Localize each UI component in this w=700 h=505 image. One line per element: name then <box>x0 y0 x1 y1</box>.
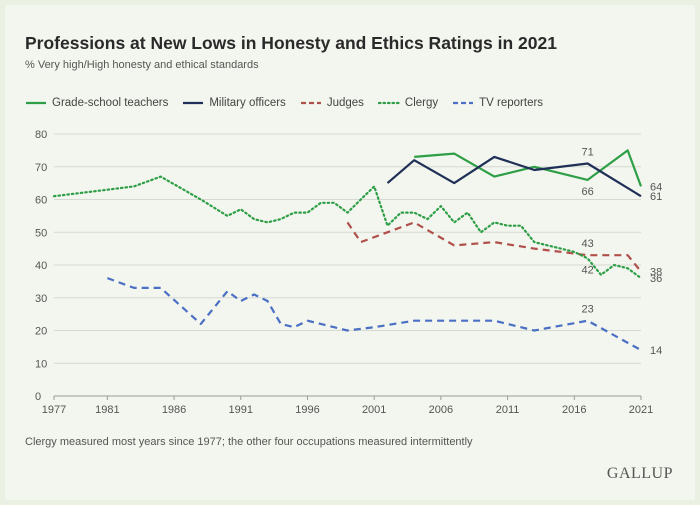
y-tick-label: 50 <box>35 227 47 239</box>
y-tick-label: 40 <box>35 260 47 272</box>
data-label-grade-school-teachers: 64 <box>650 181 662 193</box>
chart-footnote: Clergy measured most years since 1977; t… <box>25 436 473 448</box>
series-line-clergy <box>52 175 643 280</box>
series-line-grade-school-teachers <box>414 149 643 187</box>
chart-legend: Grade-school teachers Military officers Ju… <box>25 95 543 111</box>
chart-subtitle: % Very high/High honesty and ethical sta… <box>25 59 259 71</box>
y-tick-label: 70 <box>35 162 47 174</box>
y-tick-label: 0 <box>35 391 41 403</box>
line-chart: 0 10 20 30 40 50 60 70 80 1977 1981 1986 1991 1996 200… <box>35 129 662 416</box>
series-line-military-officers <box>386 155 642 198</box>
legend-label: Military officers <box>209 97 286 109</box>
x-tick-label: 1977 <box>42 404 66 416</box>
legend-item-clergy: Clergy <box>377 97 439 109</box>
legend-label: Clergy <box>404 97 439 109</box>
legend-label: TV reporters <box>479 97 544 109</box>
y-tick-label: 10 <box>35 358 47 370</box>
legend-label: Judges <box>326 97 364 109</box>
x-tick-label: 2016 <box>562 404 586 416</box>
x-tick-label: 1981 <box>95 404 119 416</box>
legend-label: Grade-school teachers <box>52 97 169 109</box>
legend-item-grade-school-teachers: Grade-school teachers <box>25 97 168 109</box>
data-label-judges: 38 <box>650 267 662 279</box>
data-label-military-officers: 61 <box>650 191 662 203</box>
y-tick-label: 30 <box>35 293 47 305</box>
data-label-tv-reporters: 14 <box>650 345 662 357</box>
x-tick-label: 2021 <box>629 404 653 416</box>
legend-swatch <box>453 101 474 105</box>
chart-title: Professions at New Lows in Honesty and E… <box>25 33 557 53</box>
x-tick-label: 1996 <box>295 404 319 416</box>
legend-swatch <box>26 101 46 105</box>
x-tick-label: 2001 <box>362 404 386 416</box>
gallup-logo: GALLUP <box>606 465 673 482</box>
chart-card: Professions at New Lows in Honesty and E… <box>5 5 695 500</box>
legend-item-military-officers: Military officers <box>182 97 286 109</box>
data-label-military-officers: 71 <box>582 146 594 158</box>
x-tick-label: 2006 <box>429 404 453 416</box>
legend-swatch <box>300 101 321 105</box>
data-label-judges: 43 <box>582 238 594 250</box>
series-line-tv-reporters <box>107 277 642 352</box>
data-label-grade-school-teachers: 66 <box>582 186 594 198</box>
y-tick-label: 80 <box>35 129 47 141</box>
legend-swatch <box>183 101 204 105</box>
series-line-judges <box>346 221 642 273</box>
x-tick-label: 1991 <box>229 404 253 416</box>
x-tick-label: 2011 <box>496 404 520 416</box>
y-tick-label: 60 <box>35 195 47 207</box>
data-label-tv-reporters: 23 <box>582 304 594 316</box>
legend-swatch <box>377 101 400 105</box>
x-tick-label: 1986 <box>162 404 186 416</box>
data-label-clergy: 42 <box>582 264 594 276</box>
data-label-clergy: 36 <box>650 273 662 285</box>
legend-item-judges: Judges <box>300 97 364 109</box>
legend-item-tv-reporters: TV reporters <box>452 97 543 109</box>
y-tick-label: 20 <box>35 326 47 338</box>
